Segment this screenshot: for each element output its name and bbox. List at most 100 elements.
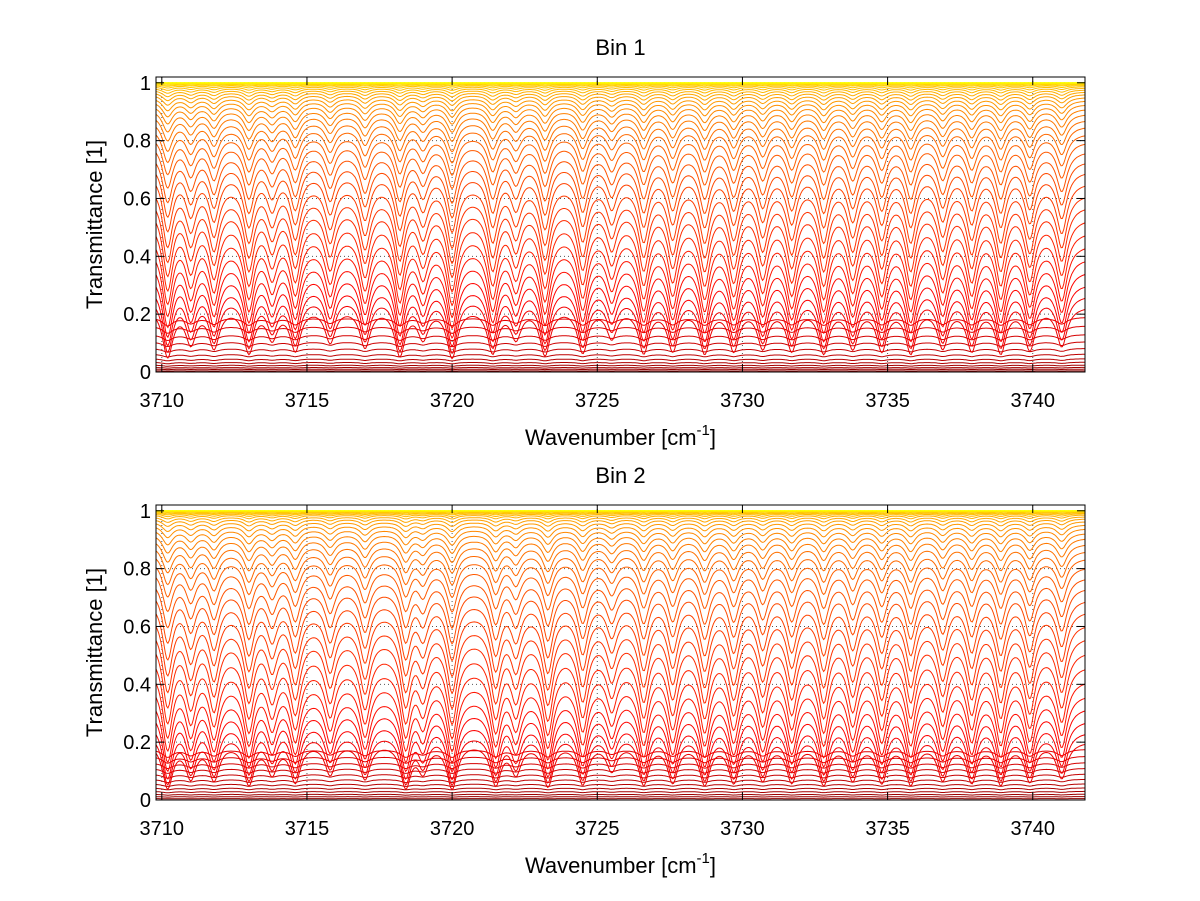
series-line <box>155 524 1086 539</box>
plot-title: Bin 1 <box>595 35 645 60</box>
series-line <box>155 120 1086 153</box>
series-line <box>155 353 1085 358</box>
series-line <box>155 552 1086 586</box>
y-tick-label: 1 <box>140 501 151 523</box>
series-line <box>155 173 1086 234</box>
axes-box <box>155 76 1086 373</box>
series-line <box>155 248 1086 319</box>
series-line <box>155 89 1085 98</box>
x-tick-label: 3715 <box>285 818 330 840</box>
series-line <box>155 778 1086 784</box>
series-line <box>155 114 1086 142</box>
y-tick-label: 1 <box>140 73 151 95</box>
y-tick-label: 0 <box>140 790 151 812</box>
series-line <box>155 185 1086 250</box>
series-line <box>155 94 1086 106</box>
series-line <box>155 97 1086 112</box>
series-line <box>155 197 1086 265</box>
series-line <box>155 544 1086 574</box>
y-tick-label: 0.8 <box>123 131 151 153</box>
series-line <box>155 762 1085 770</box>
series-line <box>155 274 1086 340</box>
series-line <box>155 297 1086 354</box>
series-line <box>156 793 1085 796</box>
series-line <box>156 358 1085 362</box>
series-line <box>155 756 1085 764</box>
series-line <box>155 85 1085 89</box>
panel-2: 3710 3715 3720 3725 3730 3735 3740 0 0.2 0.4 0.6 0.… <box>82 463 1086 878</box>
x-tick-label: 3735 <box>865 390 910 412</box>
series-line <box>155 723 1086 781</box>
x-tick-label: 3730 <box>720 390 765 412</box>
x-tick-label: 3710 <box>140 818 185 840</box>
y-tick-label: 0.6 <box>123 188 151 210</box>
series-line <box>155 613 1086 678</box>
series-line <box>155 91 1086 102</box>
series-line <box>155 787 1085 791</box>
series-line <box>156 796 1085 798</box>
series-line <box>155 790 1085 794</box>
series-line <box>155 104 1086 125</box>
series-line <box>155 348 1085 353</box>
series-line <box>155 109 1086 133</box>
series-line <box>155 87 1085 94</box>
series-line <box>155 589 1086 645</box>
series-line <box>155 261 1086 330</box>
series-line <box>155 317 1086 327</box>
series-line <box>155 364 1086 367</box>
x-axis-label: Wavenumber [cm-1] <box>525 422 716 450</box>
x-tick-label: 3720 <box>430 818 475 840</box>
series-line <box>155 512 1085 516</box>
x-tick-label: 3730 <box>720 818 765 840</box>
series-line <box>156 361 1085 365</box>
y-tick-label: 0.6 <box>123 616 151 638</box>
series-line <box>155 640 1086 710</box>
series-line <box>155 83 1085 86</box>
x-tick-label: 3710 <box>140 390 185 412</box>
y-tick-label: 0 <box>140 362 151 384</box>
series-line <box>155 783 1085 788</box>
y-tick-label: 0.2 <box>123 732 151 754</box>
x-tick-label: 3725 <box>575 818 620 840</box>
series-line <box>155 568 1086 613</box>
series-line <box>155 341 1085 348</box>
series-line <box>155 143 1086 190</box>
series-line <box>155 743 1086 791</box>
x-tick-label: 3740 <box>1010 818 1055 840</box>
x-tick-label: 3725 <box>575 390 620 412</box>
series-line <box>155 559 1086 599</box>
series-line <box>155 710 1086 773</box>
y-tick-label: 0.8 <box>123 559 151 581</box>
series-line <box>155 654 1086 726</box>
series-line <box>155 513 1085 518</box>
y-tick-label: 0.4 <box>123 246 151 268</box>
x-axis-label: Wavenumber [cm-1] <box>525 850 716 878</box>
plot-title: Bin 2 <box>595 463 645 488</box>
series-line <box>155 309 1086 360</box>
series-line <box>155 697 1086 765</box>
series-line <box>155 521 1086 533</box>
series-line <box>155 222 1086 294</box>
series-line <box>155 579 1086 630</box>
series-line <box>155 627 1086 695</box>
series-line <box>155 773 1085 779</box>
series-line <box>155 153 1086 205</box>
y-axis-label: Transmittance [1] <box>82 568 107 737</box>
series-line <box>155 135 1086 177</box>
series-line <box>156 368 1085 371</box>
series-line <box>155 163 1086 219</box>
y-tick-label: 0.4 <box>123 674 151 696</box>
series-line <box>155 127 1086 164</box>
y-tick-label: 0.2 <box>123 304 151 326</box>
series-line <box>155 516 1086 524</box>
series-line <box>155 86 1086 91</box>
series-line <box>155 84 1085 87</box>
series-line <box>155 518 1085 528</box>
series-line <box>155 235 1086 307</box>
series-line <box>155 209 1086 279</box>
x-tick-label: 3740 <box>1010 390 1055 412</box>
series-line <box>156 366 1085 369</box>
series-line <box>155 100 1086 118</box>
x-tick-label: 3735 <box>865 818 910 840</box>
